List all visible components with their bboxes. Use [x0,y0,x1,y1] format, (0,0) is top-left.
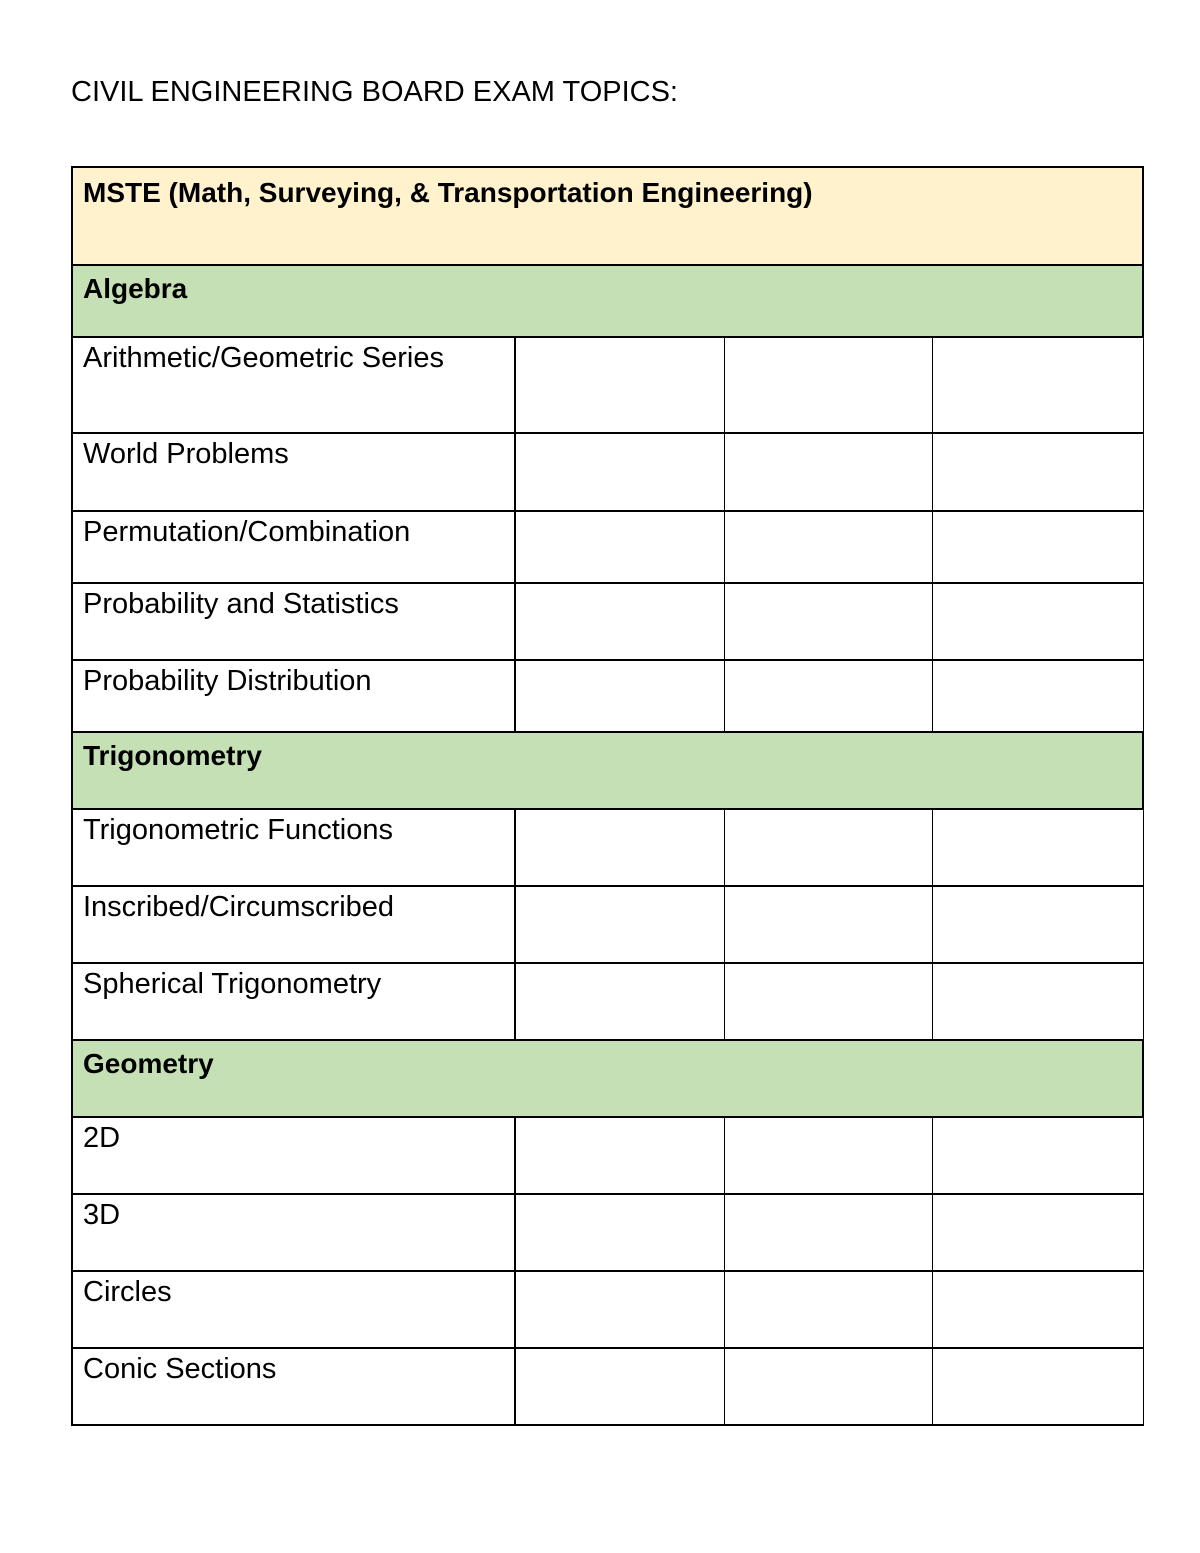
topic-cell: 2D [71,1116,516,1195]
topic-cell: Permutation/Combination [71,510,516,584]
empty-cell[interactable] [514,808,725,887]
empty-cell[interactable] [514,336,725,434]
empty-cell[interactable] [723,1193,933,1272]
topic-row: 2D [71,1116,1144,1195]
empty-cell[interactable] [931,962,1144,1041]
empty-cell[interactable] [514,1270,725,1349]
main-header-cell: MSTE (Math, Surveying, & Transportation … [71,166,1144,266]
empty-cell[interactable] [723,510,933,584]
empty-cell[interactable] [723,1270,933,1349]
empty-cell[interactable] [723,1347,933,1426]
empty-cell[interactable] [514,1347,725,1426]
empty-cell[interactable] [931,808,1144,887]
topic-cell: World Problems [71,432,516,512]
empty-cell[interactable] [723,885,933,964]
empty-cell[interactable] [931,885,1144,964]
empty-cell[interactable] [514,659,725,733]
empty-cell[interactable] [931,659,1144,733]
main-header-row: MSTE (Math, Surveying, & Transportation … [71,166,1144,266]
topic-row: Probability Distribution [71,659,1144,733]
empty-cell[interactable] [514,1193,725,1272]
empty-cell[interactable] [931,336,1144,434]
topic-row: World Problems [71,432,1144,512]
topic-cell: Arithmetic/Geometric Series [71,336,516,434]
topic-cell: Conic Sections [71,1347,516,1426]
section-header-cell: Geometry [71,1039,1144,1118]
topics-table: MSTE (Math, Surveying, & Transportation … [71,166,1144,1426]
empty-cell[interactable] [723,659,933,733]
topic-row: 3D [71,1193,1144,1272]
empty-cell[interactable] [931,1193,1144,1272]
empty-cell[interactable] [723,336,933,434]
topic-cell: Spherical Trigonometry [71,962,516,1041]
empty-cell[interactable] [931,1347,1144,1426]
topic-row: Inscribed/Circumscribed [71,885,1144,964]
empty-cell[interactable] [514,1116,725,1195]
empty-cell[interactable] [723,962,933,1041]
empty-cell[interactable] [514,432,725,512]
topic-row: Spherical Trigonometry [71,962,1144,1041]
section-header-cell: Trigonometry [71,731,1144,810]
topic-cell: Probability and Statistics [71,582,516,661]
section-header-row: Geometry [71,1039,1144,1118]
empty-cell[interactable] [514,510,725,584]
section-header-row: Algebra [71,264,1144,338]
empty-cell[interactable] [514,582,725,661]
empty-cell[interactable] [723,432,933,512]
empty-cell[interactable] [931,1116,1144,1195]
empty-cell[interactable] [723,1116,933,1195]
empty-cell[interactable] [931,432,1144,512]
empty-cell[interactable] [514,962,725,1041]
topic-row: Circles [71,1270,1144,1349]
topic-cell: Circles [71,1270,516,1349]
empty-cell[interactable] [931,582,1144,661]
empty-cell[interactable] [931,510,1144,584]
topic-cell: Inscribed/Circumscribed [71,885,516,964]
topic-row: Trigonometric Functions [71,808,1144,887]
topic-cell: Probability Distribution [71,659,516,733]
section-header-cell: Algebra [71,264,1144,338]
topic-row: Arithmetic/Geometric Series [71,336,1144,434]
empty-cell[interactable] [723,808,933,887]
topic-row: Conic Sections [71,1347,1144,1426]
topic-cell: 3D [71,1193,516,1272]
topic-row: Permutation/Combination [71,510,1144,584]
section-header-row: Trigonometry [71,731,1144,810]
topic-cell: Trigonometric Functions [71,808,516,887]
empty-cell[interactable] [514,885,725,964]
document-title: CIVIL ENGINEERING BOARD EXAM TOPICS: [71,76,678,108]
topic-row: Probability and Statistics [71,582,1144,661]
empty-cell[interactable] [931,1270,1144,1349]
empty-cell[interactable] [723,582,933,661]
